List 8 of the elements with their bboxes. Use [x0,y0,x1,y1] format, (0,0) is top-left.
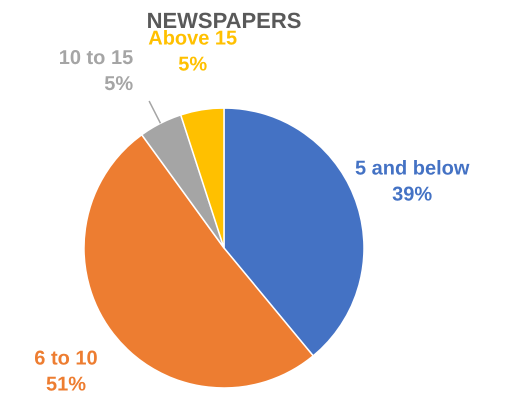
slice-label: 10 to 15 [58,46,134,69]
slice-label: 6 to 10 [34,348,98,370]
data-label: 39% [392,183,432,206]
data-label: 51% [46,374,86,396]
slice-label: 5 and below [354,157,470,180]
data-label: 5% [104,72,134,95]
data-label: 5% [178,53,208,76]
slice-label: Above 15 [148,27,238,50]
